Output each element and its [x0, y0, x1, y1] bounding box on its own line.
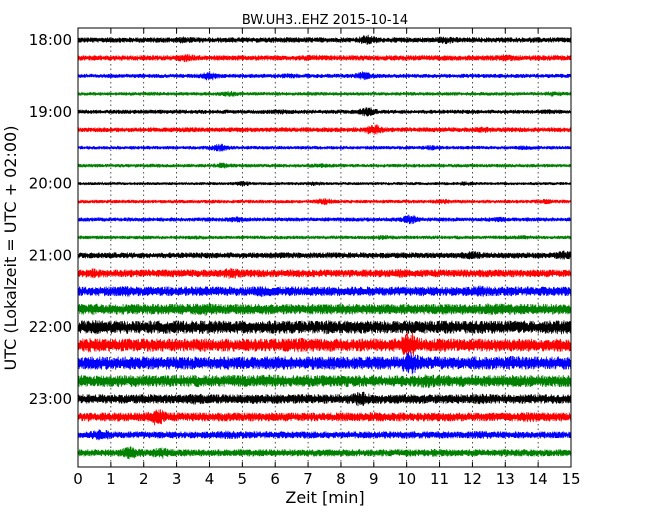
y-tick-label: 23:00: [29, 390, 72, 408]
trace-2045: [77, 234, 572, 241]
x-tick-label: 6: [270, 470, 280, 488]
x-tick-label: 2: [139, 470, 149, 488]
chart-title: BW.UH3..EHZ 2015-10-14: [242, 13, 408, 28]
plot-frame: [77, 27, 572, 468]
trace-2215: [77, 332, 572, 357]
y-axis-label: UTC (Lokalzeit = UTC + 02:00): [1, 126, 20, 371]
x-tick-label: 7: [303, 470, 313, 488]
trace-2315: [77, 409, 572, 426]
grid-layer: [110, 28, 539, 467]
traces-layer: [77, 34, 572, 460]
x-tick-label: 3: [172, 470, 182, 488]
trace-1930: [77, 143, 572, 152]
x-tick-label: 9: [369, 470, 379, 488]
trace-2130: [77, 285, 572, 297]
trace-2330: [77, 429, 572, 441]
trace-2145: [77, 303, 572, 316]
trace-2115: [77, 268, 572, 279]
trace-2000: [77, 180, 572, 187]
trace-1945: [77, 162, 572, 169]
trace-1800: [77, 34, 572, 46]
y-tick-label: 22:00: [29, 318, 72, 336]
trace-2015: [77, 198, 572, 206]
trace-1900: [77, 107, 572, 117]
trace-1915: [77, 124, 572, 135]
y-tick-label: 19:00: [29, 103, 72, 121]
trace-1830: [77, 71, 572, 81]
trace-1815: [77, 53, 572, 63]
trace-2245: [77, 374, 572, 388]
x-tick-label: 5: [238, 470, 248, 488]
x-tick-label: 14: [529, 470, 548, 488]
y-tick-label: 21:00: [29, 246, 72, 264]
x-tick-label: 8: [336, 470, 346, 488]
trace-2030: [77, 214, 572, 225]
y-tick-label: 20:00: [29, 175, 72, 193]
x-tick-label: 15: [561, 470, 580, 488]
x-tick-label: 12: [463, 470, 482, 488]
trace-1845: [77, 90, 572, 97]
x-tick-label: 0: [73, 470, 83, 488]
trace-2230: [77, 351, 572, 375]
trace-2200: [77, 320, 572, 335]
y-tick-label: 18:00: [29, 31, 72, 49]
x-axis-label: Zeit [min]: [285, 488, 364, 507]
x-tick-label: 13: [496, 470, 515, 488]
trace-2345: [77, 446, 572, 460]
ticks-layer: 0 1 2 3 4 5 6 7 8 9 10 11 12 13 14 1518:0019:0020:0021:…: [29, 28, 581, 488]
x-tick-label: 4: [205, 470, 215, 488]
x-tick-label: 11: [430, 470, 449, 488]
x-tick-label: 10: [397, 470, 416, 488]
trace-2300: [77, 391, 572, 407]
trace-2100: [77, 250, 572, 260]
x-tick-label: 1: [106, 470, 116, 488]
